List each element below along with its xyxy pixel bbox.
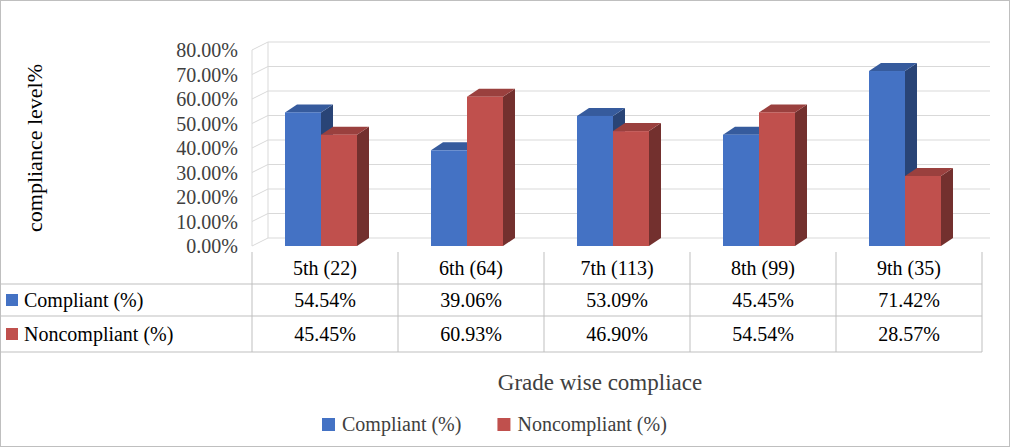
table-value: 28.57% [878, 323, 940, 345]
tick-label: 50.00% [176, 113, 238, 135]
axis-line [268, 42, 269, 238]
table-value: 45.45% [732, 289, 794, 311]
legend-key [497, 418, 510, 431]
legend-label: Noncompliant (%) [517, 413, 666, 436]
bar-top [467, 89, 515, 97]
bar-top [759, 104, 807, 112]
series-name: Noncompliant (%) [24, 323, 173, 346]
table-value: 39.06% [440, 289, 502, 311]
table-value: 71.42% [878, 289, 940, 311]
category-label: 6th (64) [439, 257, 503, 280]
tick-label: 20.00% [176, 186, 238, 208]
tick-label: 60.00% [176, 88, 238, 110]
grid [252, 42, 990, 246]
chart: 0.00%10.00% 20.00%30.00% 40.00%50.00% 60.00… [0, 0, 1010, 447]
tick-label: 80.00% [176, 39, 238, 61]
legend-key [6, 294, 18, 306]
bar-side [649, 123, 661, 246]
bar-top [613, 123, 661, 131]
table-line [252, 252, 253, 352]
table-line [0, 284, 982, 285]
bar [285, 112, 321, 246]
data-table: 5th (22) 6th (64) 7th (113) 8th (99) 9th (35… [0, 252, 982, 352]
table-line [0, 316, 982, 317]
bar-top [577, 108, 625, 116]
bar-side [941, 168, 953, 246]
table-line [398, 252, 399, 352]
table-value: 46.90% [586, 323, 648, 345]
bar-top [321, 127, 369, 135]
grid-line [252, 42, 990, 50]
table-line [982, 252, 983, 352]
axis-title: compliance level% [22, 64, 47, 232]
tick-label: 70.00% [176, 64, 238, 86]
category-label: 9th (35) [877, 257, 941, 280]
bar-top [285, 104, 333, 112]
bar-side [503, 89, 515, 246]
table-line [0, 284, 1, 352]
bars [285, 63, 953, 246]
table-value: 45.45% [294, 323, 356, 345]
tick-label: 30.00% [176, 162, 238, 184]
bar [321, 135, 357, 246]
bar-3d [613, 123, 661, 246]
table-value: 54.54% [732, 323, 794, 345]
bar [467, 97, 503, 246]
bar-side [357, 127, 369, 246]
bar [431, 150, 467, 246]
category-label: 7th (113) [580, 257, 653, 280]
table-line [0, 352, 982, 353]
table-line [690, 252, 691, 352]
table-line [836, 252, 837, 352]
frame [1, 1, 1010, 447]
bar-3d [321, 127, 369, 246]
table-value: 60.93% [440, 323, 502, 345]
bar-side [795, 104, 807, 246]
tick-label: 10.00% [176, 211, 238, 233]
category-label: 5th (22) [293, 257, 357, 280]
legend-key [322, 418, 335, 431]
bar-top [905, 168, 953, 176]
bar-3d [905, 168, 953, 246]
legend-key [6, 328, 18, 340]
legend: Compliant (%) Noncompliant (%) [322, 413, 667, 436]
axis-line [252, 50, 253, 246]
bar [613, 131, 649, 246]
tick-label: 0.00% [186, 235, 238, 257]
category-label: 8th (99) [731, 257, 795, 280]
bar [759, 112, 795, 246]
bar [869, 71, 905, 246]
bar [723, 135, 759, 246]
bar-3d [467, 89, 515, 246]
axis-title: Grade wise compliace [498, 370, 702, 395]
bar-3d [759, 104, 807, 246]
bar-top [869, 63, 917, 71]
tick-label: 40.00% [176, 137, 238, 159]
table-value: 53.09% [586, 289, 648, 311]
bar [905, 176, 941, 246]
legend-label: Compliant (%) [342, 413, 461, 436]
table-line [544, 252, 545, 352]
bar [577, 116, 613, 246]
table-value: 54.54% [294, 289, 356, 311]
series-name: Compliant (%) [24, 289, 143, 312]
